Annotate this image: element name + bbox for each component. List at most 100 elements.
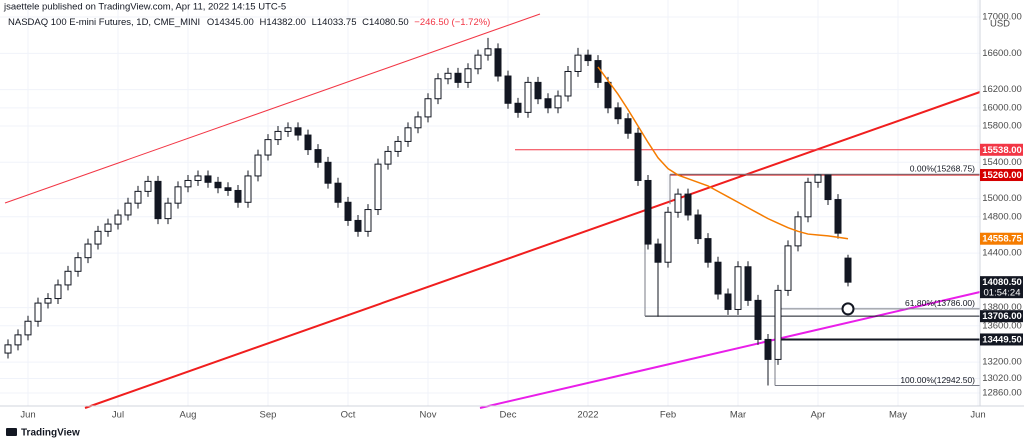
candle-body <box>284 127 292 132</box>
y-tick-label: 16000.00 <box>982 102 1022 113</box>
fib-label: 61.80%(13786.00) <box>905 298 975 308</box>
candle-body <box>404 127 412 142</box>
candle-body <box>234 189 242 203</box>
candle-body <box>714 261 722 295</box>
candle-body <box>254 154 262 177</box>
candle-body <box>414 116 422 129</box>
candle-body <box>544 98 552 109</box>
candle-body <box>374 163 382 211</box>
candle-body <box>384 150 392 165</box>
candle-body <box>264 139 272 156</box>
candle-body <box>584 54 592 62</box>
currency: USD <box>990 19 1010 30</box>
x-tick-label: Oct <box>341 410 356 421</box>
x-tick-label: Jun <box>970 410 985 421</box>
x-tick-label: Sep <box>260 410 277 421</box>
candle-body <box>34 302 42 322</box>
candle-body <box>724 293 732 310</box>
y-tick-label: 12860.00 <box>982 388 1022 399</box>
candle-body <box>464 68 472 83</box>
candle-body <box>144 180 152 192</box>
candle-body <box>834 199 842 234</box>
candle-body <box>604 81 612 109</box>
candle-body <box>84 243 92 259</box>
y-tick-label: 13020.00 <box>982 373 1022 384</box>
target-marker <box>841 302 855 316</box>
candle-body <box>44 298 52 304</box>
close-value: C14080.50 <box>362 17 408 28</box>
candle-body <box>804 181 812 218</box>
open-value: O14345.00 <box>207 17 254 28</box>
countdown: 01:54:24 <box>984 288 1021 299</box>
tradingview-logo <box>6 428 17 436</box>
price-tag-label: 14558.75 <box>982 234 1022 245</box>
x-tick-label: Aug <box>180 410 197 421</box>
candle-body <box>784 245 792 291</box>
candle-body <box>744 266 752 301</box>
symbol-legend: NASDAQ 100 E-mini Futures, 1D, CME_MINI … <box>8 17 490 28</box>
x-tick-label: Feb <box>660 410 676 421</box>
price-tag-label: 15538.00 <box>982 145 1022 156</box>
y-tick-label: 15400.00 <box>982 157 1022 168</box>
candle-body <box>124 202 132 216</box>
y-tick-label: 17000.00 <box>982 12 1022 23</box>
candle-body <box>444 72 452 80</box>
candle-body <box>104 223 112 232</box>
candle-body <box>434 78 442 100</box>
change-value: −246.50 (−1.72%) <box>414 17 490 28</box>
grid <box>0 0 980 406</box>
candle-body <box>674 193 682 213</box>
candle-body <box>314 149 322 163</box>
candle-body <box>454 72 462 83</box>
candle-body <box>54 284 62 300</box>
candle-body <box>624 118 632 134</box>
x-tick-label: Mar <box>730 410 746 421</box>
candle-body <box>204 175 212 183</box>
candle-body <box>184 179 192 188</box>
y-tick-label: 14400.00 <box>982 248 1022 259</box>
candle-body <box>684 193 692 216</box>
price-tag-label: 14080.50 <box>982 277 1022 288</box>
candle-body <box>224 187 232 191</box>
candle-body <box>14 334 22 346</box>
price-tag <box>980 232 1023 245</box>
candle-body <box>634 132 642 181</box>
low-value: L14033.75 <box>312 17 357 28</box>
candle-body <box>764 338 772 360</box>
candle-body <box>94 230 102 245</box>
price-tag <box>980 276 1023 299</box>
candle-body <box>154 180 162 220</box>
candle-body <box>244 175 252 203</box>
upper-channel-line <box>4 13 541 204</box>
candle-body <box>214 181 222 189</box>
candle-body <box>704 238 712 263</box>
candle-body <box>774 289 782 360</box>
y-tick-label: 14800.00 <box>982 211 1022 222</box>
y-tick-label: 15000.00 <box>982 193 1022 204</box>
candle-body <box>514 102 522 113</box>
candle-body <box>484 48 492 56</box>
price-tag <box>980 169 1023 182</box>
candle-body <box>114 214 122 225</box>
moving-average-line <box>597 66 849 240</box>
candle-body <box>654 243 662 263</box>
candle-body <box>24 320 32 336</box>
y-tick-label: 13200.00 <box>982 357 1022 368</box>
candle-body <box>274 130 282 141</box>
candle-body <box>664 211 672 263</box>
candle-body <box>324 161 332 184</box>
candle-body <box>734 266 742 310</box>
y-tick-label: 15800.00 <box>982 120 1022 131</box>
candle-body <box>694 214 702 240</box>
x-tick-label: Apr <box>811 410 826 421</box>
candle-body <box>424 98 432 118</box>
candle-body <box>164 202 172 220</box>
symbol-title: NASDAQ 100 E-mini Futures, 1D, CME_MINI <box>8 17 200 28</box>
trend-line <box>84 91 981 409</box>
candle-body <box>194 175 202 181</box>
candle-body <box>334 182 342 203</box>
candle-body <box>754 299 762 340</box>
price-tag <box>980 143 1023 156</box>
candle-body <box>844 257 852 283</box>
